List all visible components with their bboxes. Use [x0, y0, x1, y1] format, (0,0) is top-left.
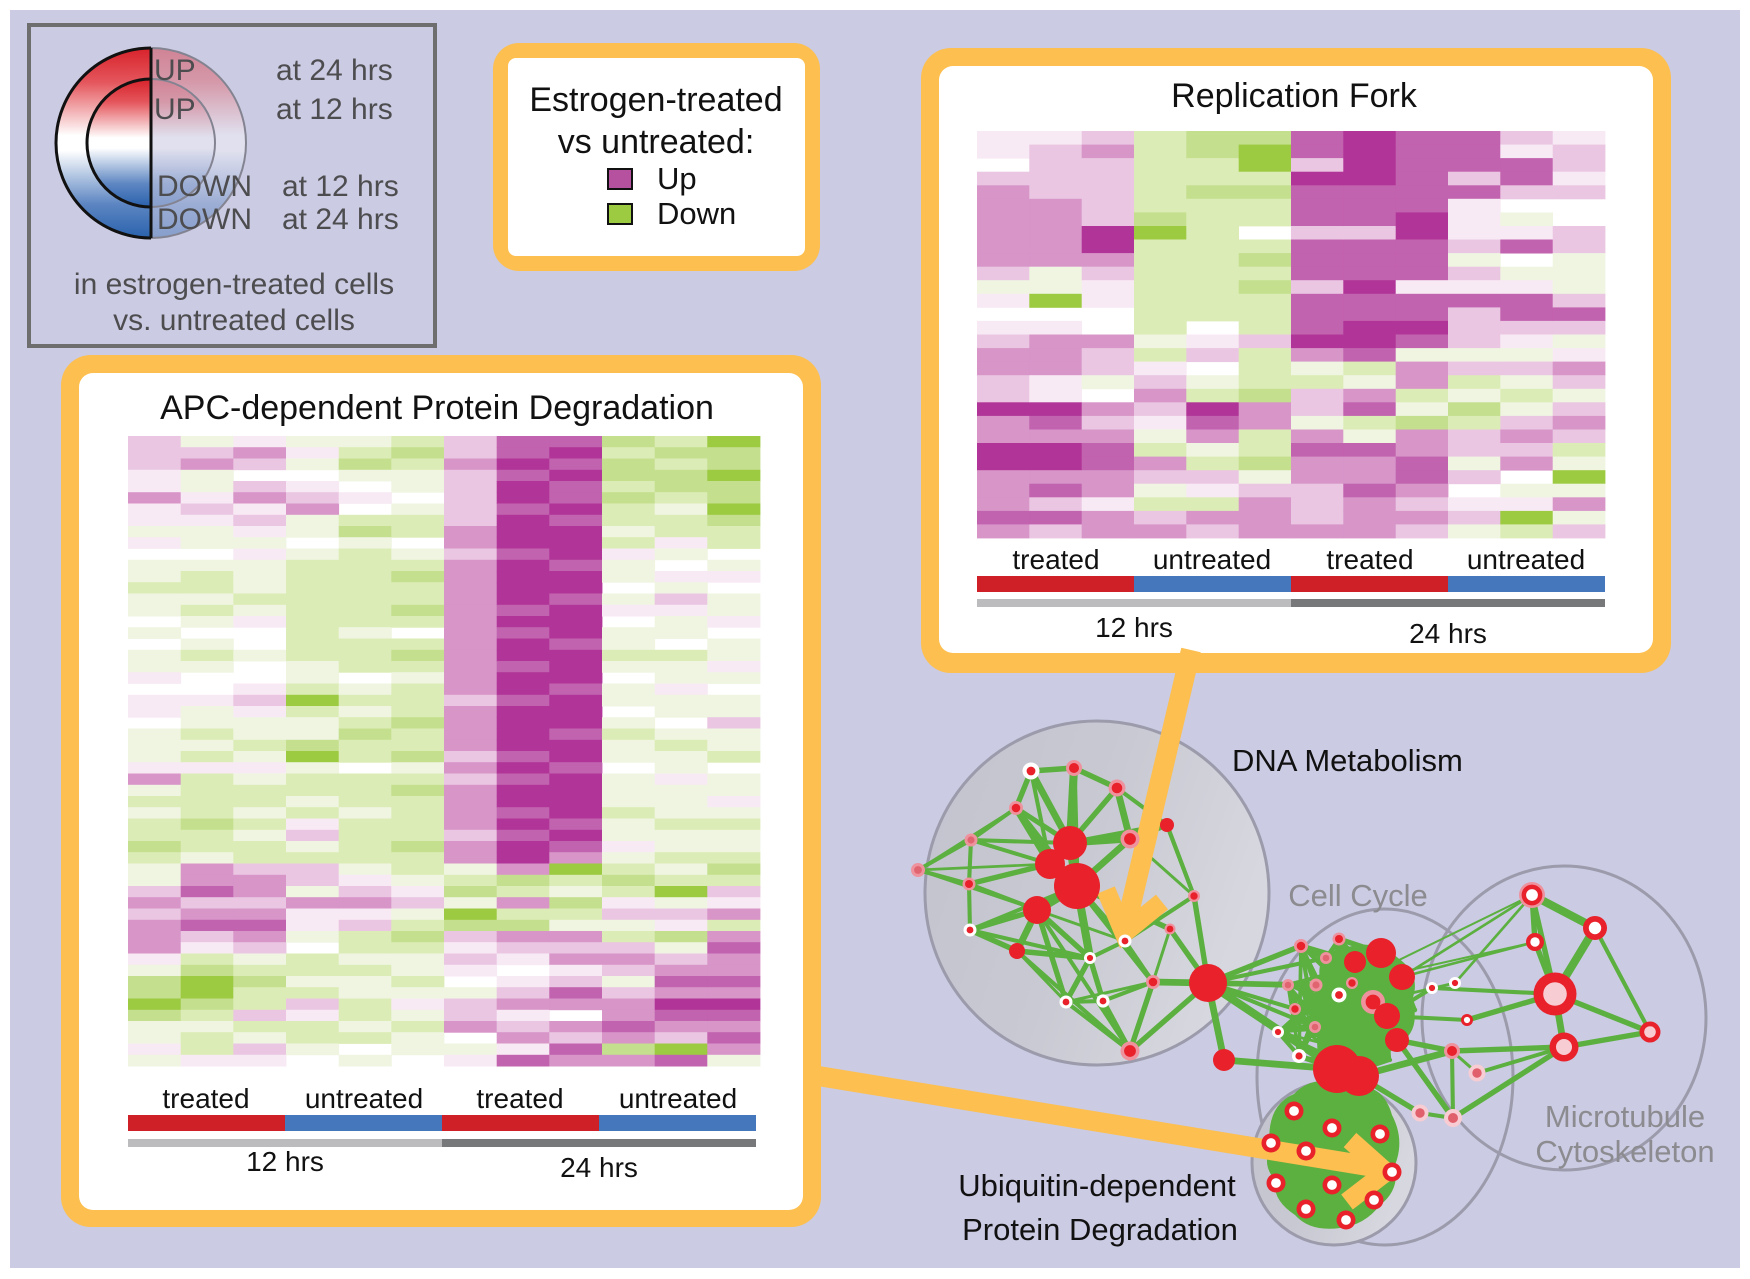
svg-text:APC-dependent Protein Degradat: APC-dependent Protein Degradation [160, 389, 714, 427]
svg-text:treated: treated [1326, 544, 1413, 575]
svg-text:12 hrs: 12 hrs [246, 1146, 324, 1177]
svg-text:at 12 hrs: at 12 hrs [282, 170, 399, 203]
svg-text:Ubiquitin-dependent: Ubiquitin-dependent [958, 1168, 1236, 1203]
svg-text:treated: treated [1012, 544, 1099, 575]
svg-text:Microtubule: Microtubule [1545, 1099, 1705, 1134]
svg-text:Replication Fork: Replication Fork [1171, 77, 1418, 115]
svg-text:Cytoskeleton: Cytoskeleton [1535, 1134, 1714, 1169]
svg-text:treated: treated [476, 1083, 563, 1114]
svg-text:24 hrs: 24 hrs [1409, 618, 1487, 649]
svg-text:Up: Up [657, 161, 697, 196]
svg-text:treated: treated [162, 1083, 249, 1114]
svg-text:Cell Cycle: Cell Cycle [1288, 878, 1428, 913]
svg-text:at 24 hrs: at 24 hrs [276, 54, 393, 87]
svg-text:untreated: untreated [619, 1083, 737, 1114]
svg-text:Down: Down [657, 196, 736, 231]
svg-text:24 hrs: 24 hrs [560, 1152, 638, 1183]
svg-text:DNA Metabolism: DNA Metabolism [1232, 743, 1463, 778]
svg-text:Estrogen-treated: Estrogen-treated [529, 81, 782, 119]
svg-text:12 hrs: 12 hrs [1095, 612, 1173, 643]
svg-text:at 24 hrs: at 24 hrs [282, 203, 399, 236]
svg-text:Protein Degradation: Protein Degradation [962, 1212, 1238, 1247]
svg-text:untreated: untreated [1153, 544, 1271, 575]
svg-text:vs. untreated cells: vs. untreated cells [113, 304, 355, 337]
svg-text:in estrogen-treated cells: in estrogen-treated cells [74, 268, 394, 301]
svg-text:untreated: untreated [305, 1083, 423, 1114]
svg-text:UP: UP [154, 54, 196, 87]
svg-text:DOWN: DOWN [157, 203, 252, 236]
svg-text:at 12 hrs: at 12 hrs [276, 93, 393, 126]
svg-text:UP: UP [154, 93, 196, 126]
svg-text:DOWN: DOWN [157, 170, 252, 203]
svg-text:untreated: untreated [1467, 544, 1585, 575]
svg-text:vs untreated:: vs untreated: [558, 123, 755, 161]
